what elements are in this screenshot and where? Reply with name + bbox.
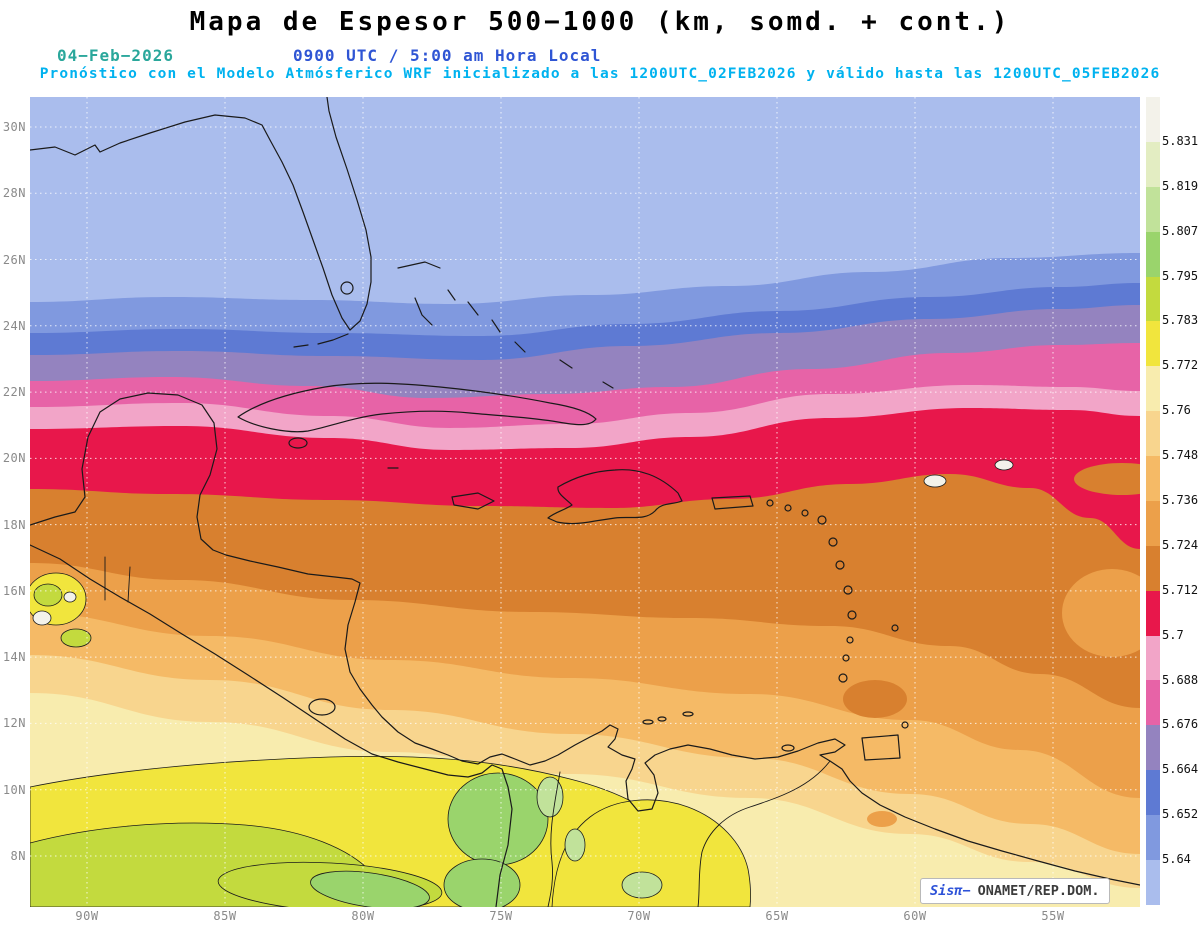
- lon-label: 90W: [75, 909, 99, 923]
- pacific-coast: [29, 544, 513, 908]
- legend-swatch: [1146, 411, 1160, 456]
- color-legend: 5.831 5.819 5.807 5.795 5.783 5.772 5.76 5.748 5…: [1146, 97, 1200, 905]
- lat-label: 26N: [2, 252, 26, 267]
- gulf-florida-coast: [29, 96, 372, 331]
- legend-value: 5.772: [1162, 358, 1199, 373]
- watermark-source: ONAMET/REP.DOM.: [977, 883, 1100, 899]
- central-america-caribbean-coast: [29, 392, 1141, 886]
- lon-label: 65W: [765, 909, 789, 923]
- lat-label: 22N: [2, 385, 26, 400]
- legend-swatch: [1146, 366, 1160, 412]
- legend-swatch: [1146, 545, 1160, 591]
- legend-value: 5.664: [1162, 762, 1199, 777]
- legend-value: 5.831: [1162, 133, 1199, 148]
- legend-value: 5.76: [1162, 403, 1191, 418]
- lat-label: 24N: [2, 318, 26, 333]
- legend-value: 5.819: [1162, 178, 1199, 193]
- lat-label: 10N: [2, 782, 26, 797]
- legend-value: 5.688: [1162, 672, 1199, 687]
- legend-swatch: [1146, 186, 1160, 232]
- lat-label: 18N: [2, 517, 26, 532]
- lat-label: 14N: [2, 650, 26, 665]
- lake-okeechobee: [340, 281, 354, 295]
- coastlines: [29, 96, 1141, 908]
- abc-islands: [642, 711, 795, 752]
- map-canvas: Sisπ− ONAMET/REP.DOM.: [25, 96, 1170, 913]
- isla-juventud: [288, 437, 308, 449]
- borders-and-rivers: [104, 556, 831, 908]
- watermark: Sisπ− ONAMET/REP.DOM.: [920, 878, 1110, 904]
- forecast-description: Pronóstico con el Modelo Atmósferico WRF…: [39, 66, 1161, 82]
- watermark-brand: Sisπ−: [930, 883, 971, 899]
- legend-value: 5.7: [1162, 627, 1184, 642]
- legend-swatch: [1146, 500, 1160, 546]
- legend-swatch: [1146, 770, 1160, 815]
- page-title: Mapa de Espesor 500−1000 (km, somd. + co…: [189, 7, 1011, 37]
- lat-label: 12N: [2, 716, 26, 731]
- legend-swatch: [1146, 859, 1160, 905]
- lon-label: 70W: [627, 909, 651, 923]
- legend-swatch: [1146, 635, 1160, 681]
- legend-value: 5.64: [1162, 852, 1191, 867]
- legend-value: 5.676: [1162, 717, 1199, 732]
- lat-label: 20N: [2, 451, 26, 466]
- map-date: 04−Feb−2026: [57, 46, 174, 65]
- graticule-gridlines: [30, 97, 1140, 907]
- legend-swatch: [1146, 276, 1160, 322]
- lat-label: 16N: [2, 583, 26, 598]
- legend-swatch: [1146, 321, 1160, 367]
- legend-swatch: [1146, 590, 1160, 636]
- legend-swatch: [1146, 456, 1160, 501]
- legend-value: 5.724: [1162, 537, 1199, 552]
- legend-value: 5.652: [1162, 807, 1199, 822]
- puerto-rico: [711, 495, 754, 510]
- legend-value: 5.807: [1162, 223, 1199, 238]
- legend-value: 5.736: [1162, 493, 1199, 507]
- cuba: [237, 382, 597, 433]
- florida-keys: [293, 333, 349, 348]
- lon-label: 85W: [213, 909, 237, 923]
- lat-label: 28N: [2, 186, 26, 201]
- legend-swatch: [1146, 97, 1160, 142]
- legend-value: 5.795: [1162, 268, 1199, 283]
- lon-label: 55W: [1041, 909, 1065, 923]
- lat-label: 8N: [10, 848, 26, 863]
- bahamas: [397, 261, 614, 389]
- thickness-contour-map: [25, 96, 1170, 913]
- legend-value: 5.712: [1162, 582, 1199, 597]
- lon-label: 60W: [903, 909, 927, 923]
- date-time-row: 04−Feb−2026 0900 UTC / 5:00 am Hora Loca…: [0, 46, 1200, 65]
- legend-swatch: [1146, 231, 1160, 277]
- jamaica: [451, 492, 495, 510]
- hispaniola: [547, 469, 683, 525]
- legend-color-bar: [1146, 97, 1160, 905]
- legend-swatch: [1146, 815, 1160, 860]
- lesser-antilles: [766, 499, 909, 761]
- map-valid-time: 0900 UTC / 5:00 am Hora Local: [293, 46, 602, 65]
- legend-value: 5.783: [1162, 313, 1199, 328]
- legend-swatch: [1146, 725, 1160, 771]
- lon-label: 80W: [351, 909, 375, 923]
- lon-label: 75W: [489, 909, 513, 923]
- legend-value: 5.748: [1162, 448, 1199, 463]
- lake-nicaragua: [308, 698, 336, 716]
- legend-swatch: [1146, 680, 1160, 726]
- legend-swatch: [1146, 141, 1160, 187]
- lat-label: 30N: [2, 120, 26, 134]
